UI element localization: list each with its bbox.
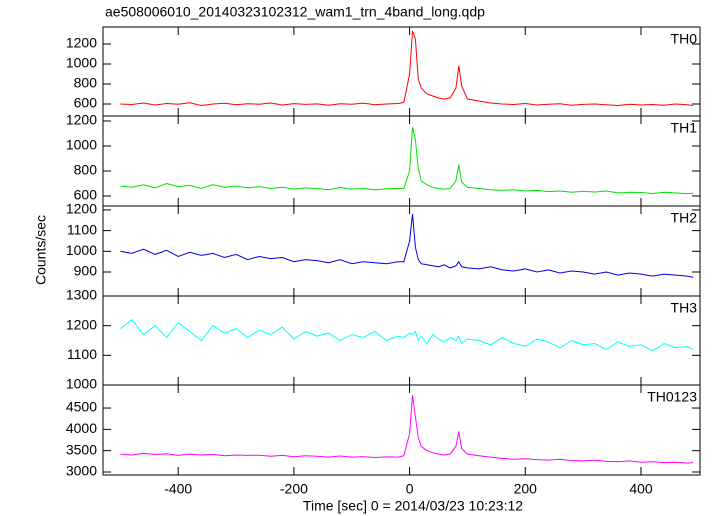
y-tick-label: 1200 — [66, 112, 97, 128]
data-line — [120, 318, 694, 352]
y-tick-label: 900 — [74, 263, 98, 279]
y-tick-label: 1000 — [66, 376, 97, 392]
y-tick-label: 1100 — [67, 346, 97, 362]
y-tick-label: 600 — [74, 95, 98, 111]
y-tick-label: 800 — [74, 162, 98, 178]
panel-frame — [102, 205, 701, 297]
panel-frame — [102, 295, 701, 386]
y-tick-label: 1100 — [67, 221, 97, 237]
data-line — [120, 395, 694, 464]
panel-frame — [102, 115, 701, 207]
x-tick-label: 0 — [406, 481, 414, 497]
panel-label: TH3 — [671, 300, 698, 316]
panel-label: TH2 — [671, 210, 698, 226]
y-tick-label: 1200 — [66, 316, 97, 332]
data-line — [120, 30, 694, 107]
y-tick-label: 600 — [74, 187, 98, 203]
x-tick-label: -200 — [280, 481, 308, 497]
y-tick-label: 800 — [74, 75, 98, 91]
data-line — [120, 127, 694, 195]
y-tick-label: 3500 — [66, 441, 97, 457]
x-tick-label: 200 — [514, 481, 538, 497]
panel-label: TH0 — [671, 31, 698, 47]
x-tick-label: -400 — [164, 481, 192, 497]
y-tick-label: 1000 — [66, 137, 97, 153]
x-tick-label: 400 — [629, 481, 653, 497]
data-line — [120, 214, 694, 278]
y-tick-label: 1200 — [66, 35, 97, 51]
x-axis-label: Time [sec] 0 = 2014/03/23 10:23:12 — [303, 498, 523, 514]
panel-label: TH0123 — [647, 389, 697, 405]
y-axis-label: Counts/sec — [33, 215, 49, 285]
panel-frame — [102, 384, 701, 476]
y-tick-label: 1000 — [66, 55, 97, 71]
chart-title: ae508006010_20140323102312_wam1_trn_4ban… — [105, 4, 485, 20]
panel-label: TH1 — [671, 120, 698, 136]
y-tick-label: 4500 — [66, 399, 97, 415]
y-tick-label: 1300 — [66, 287, 97, 303]
y-tick-label: 1000 — [66, 242, 97, 258]
y-tick-label: 3000 — [66, 463, 97, 479]
y-tick-label: 4000 — [66, 420, 97, 436]
y-tick-label: 1200 — [66, 201, 97, 217]
